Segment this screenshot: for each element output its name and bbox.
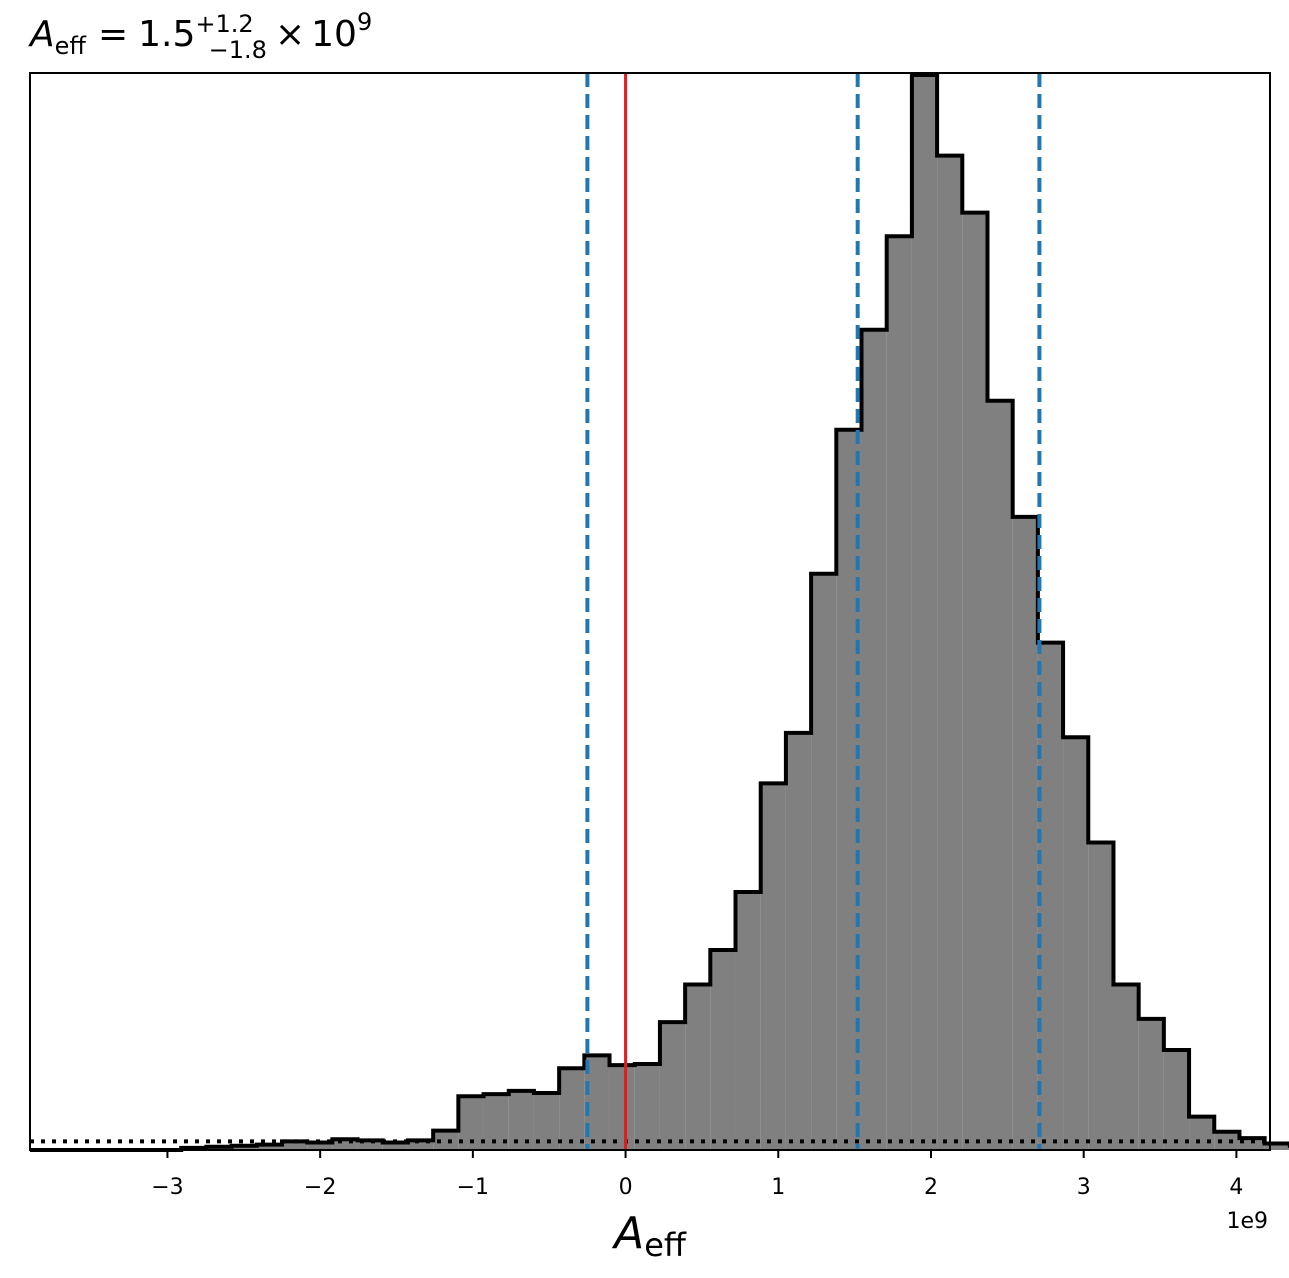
x-tick-label: 4 (1229, 1175, 1243, 1200)
reference-lines-layer (30, 73, 1270, 1150)
x-offset-text: 1e9 (1226, 1209, 1268, 1234)
histogram-bin (231, 1145, 257, 1150)
x-tick-label: 3 (1077, 1175, 1091, 1200)
histogram-bin (1012, 516, 1038, 1150)
title-median: 1.5 (138, 14, 195, 55)
histogram-bin (962, 212, 988, 1151)
histogram-bin (1037, 642, 1064, 1150)
histogram-bin (559, 1068, 585, 1150)
histogram-bin (281, 1141, 308, 1150)
histogram-bin (710, 950, 736, 1150)
title-exponent: 9 (357, 8, 372, 36)
histogram-bin (1113, 984, 1139, 1150)
histogram-bin (1214, 1131, 1240, 1150)
chart-title: Aeff = 1.5+1.2 −1.8 × 109 (28, 8, 372, 64)
histogram-bin (1063, 737, 1089, 1150)
histogram-bin (937, 155, 963, 1150)
title-symbol: A (28, 14, 55, 55)
x-tick-label: −3 (151, 1175, 183, 1200)
histogram-bin (382, 1142, 408, 1150)
x-tick-label: 1 (771, 1175, 785, 1200)
histogram-bin (1088, 842, 1114, 1150)
histogram-bin (735, 892, 761, 1150)
histogram-bin (508, 1090, 534, 1150)
title-symbol-sub: eff (55, 32, 87, 60)
xlabel-sub: eff (644, 1226, 687, 1264)
histogram-bin (861, 329, 887, 1150)
title-equals: = (98, 14, 128, 55)
histogram-bin (609, 1065, 635, 1150)
histogram-bin (407, 1140, 434, 1150)
title-upper: +1.2 (195, 10, 253, 38)
axes-frame (29, 72, 1271, 1151)
histogram-bin (634, 1064, 660, 1150)
x-ticks-layer: −3 −2 −1 0 1 2 3 4 (151, 1150, 1243, 1200)
x-tick-label: −1 (457, 1175, 489, 1200)
histogram-bin (659, 1022, 686, 1150)
histogram-bin (886, 236, 912, 1150)
histogram-bin (433, 1130, 459, 1150)
histogram-bin (1239, 1138, 1265, 1150)
x-tick-label: −2 (304, 1175, 336, 1200)
histogram-bin (760, 783, 786, 1150)
xlabel-symbol: A (611, 1208, 644, 1259)
histogram-bin (911, 75, 938, 1150)
histogram-bin (256, 1144, 282, 1150)
histogram-layer (30, 73, 1289, 1152)
histogram-bin (307, 1142, 333, 1150)
histogram-bin (1264, 1143, 1289, 1150)
histogram-bin (685, 984, 711, 1150)
histogram-bin (1189, 1116, 1215, 1150)
title-times: × (275, 14, 305, 55)
title-base: 10 (311, 14, 357, 55)
histogram-bin (332, 1139, 358, 1150)
title-lower: −1.8 (209, 36, 267, 64)
x-tick-label: 2 (924, 1175, 938, 1200)
histogram-bin (785, 732, 812, 1150)
histogram-bin (811, 573, 837, 1150)
x-tick-label: 0 (619, 1175, 633, 1200)
x-axis-label: Aeff (611, 1208, 687, 1264)
histogram-bin (357, 1140, 383, 1150)
histogram-bin (1163, 1050, 1190, 1150)
histogram-bin (987, 400, 1013, 1151)
histogram-bin (1138, 1018, 1164, 1150)
